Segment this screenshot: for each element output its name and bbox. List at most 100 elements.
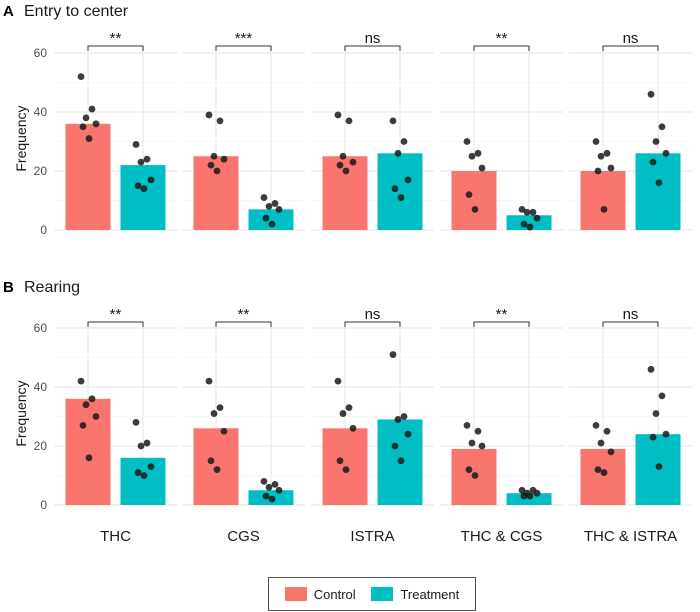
legend-label-control: Control: [313, 586, 356, 602]
y-tick-label-B-60: 60: [34, 321, 48, 335]
point-A-1-1-4: [262, 214, 270, 222]
sig-label-A-1: ***: [235, 30, 253, 47]
point-B-4-1-2: [652, 410, 660, 417]
point-A-4-1-4: [649, 158, 657, 166]
sig-label-B-4: ns: [623, 306, 639, 323]
legend: Control Treatment: [268, 577, 476, 611]
sig-label-A-4: ns: [623, 30, 639, 47]
point-B-0-1-1: [143, 439, 151, 447]
point-B-0-1-2: [137, 442, 145, 450]
point-A-4-1-1: [658, 123, 666, 131]
point-A-4-0-2: [597, 152, 605, 160]
category-label-1: CGS: [227, 528, 260, 545]
point-A-3-0-5: [471, 205, 479, 213]
point-B-1-0-1: [216, 404, 224, 412]
bar-A-3-0: [451, 171, 497, 230]
point-A-2-0-3: [349, 158, 357, 166]
bar-A-0-1: [120, 165, 166, 230]
point-B-1-0-2: [210, 410, 218, 417]
bar-A-4-0: [580, 171, 626, 230]
point-A-1-0-5: [213, 167, 221, 175]
point-B-4-1-0: [647, 365, 655, 373]
point-A-2-0-5: [342, 167, 350, 175]
point-A-4-1-5: [655, 179, 663, 187]
point-B-3-0-2: [468, 439, 476, 447]
point-A-1-0-2: [210, 152, 218, 160]
point-B-0-0-5: [85, 454, 93, 462]
point-A-3-0-2: [468, 152, 476, 160]
bar-A-4-1: [635, 153, 681, 230]
point-B-1-0-4: [207, 457, 215, 465]
point-B-2-0-5: [342, 466, 350, 473]
sig-bracket-B-3: [473, 321, 530, 327]
point-B-4-1-5: [655, 463, 663, 471]
point-B-4-0-1: [603, 427, 611, 435]
point-A-0-1-5: [140, 185, 148, 193]
point-A-3-1-2: [523, 208, 531, 216]
point-A-2-0-2: [339, 152, 347, 160]
category-label-4: THC & ISTRA: [584, 528, 677, 545]
point-B-2-0-4: [336, 457, 344, 465]
y-tick-label-B-20: 20: [34, 439, 48, 453]
point-A-1-0-1: [216, 117, 224, 125]
sig-bracket-B-4: [602, 321, 659, 327]
legend-swatch-treatment: [371, 587, 394, 601]
legend-item-control: Control: [284, 586, 356, 602]
y-tick-label-A-20: 20: [34, 164, 48, 178]
point-B-2-1-2: [394, 416, 402, 423]
point-A-3-0-4: [465, 191, 473, 199]
point-A-1-1-3: [275, 205, 283, 213]
y-tick-label-B-0: 0: [40, 498, 47, 512]
category-label-2: ISTRA: [350, 528, 394, 545]
panel-title-B: Rearing: [24, 279, 80, 296]
point-B-2-1-4: [391, 442, 399, 450]
y-tick-label-A-60: 60: [34, 46, 48, 60]
point-A-0-1-2: [137, 158, 145, 166]
point-A-3-0-0: [463, 138, 471, 145]
point-A-1-0-4: [207, 161, 215, 169]
point-A-0-1-1: [143, 155, 151, 163]
point-B-1-1-5: [268, 495, 276, 503]
point-B-0-1-0: [132, 419, 140, 426]
point-A-1-0-0: [205, 111, 213, 119]
point-B-2-1-3: [404, 430, 412, 438]
point-B-1-0-0: [205, 377, 213, 385]
point-A-1-1-5: [268, 220, 276, 228]
point-A-0-1-3: [147, 176, 155, 184]
point-B-2-0-0: [334, 377, 342, 385]
point-A-0-1-0: [132, 141, 140, 148]
point-A-2-0-4: [336, 161, 344, 169]
bar-B-0-1: [120, 457, 166, 505]
point-B-1-1-3: [275, 486, 283, 494]
legend-item-treatment: Treatment: [371, 587, 459, 602]
point-A-3-1-1: [529, 208, 537, 216]
point-A-2-0-1: [345, 117, 353, 125]
sig-bracket-A-3: [473, 45, 530, 51]
y-axis-label-B: Frequency: [13, 380, 29, 446]
point-A-2-0-0: [334, 111, 342, 119]
point-A-1-1-2: [265, 203, 273, 210]
point-B-1-0-5: [213, 466, 221, 473]
point-A-0-1-4: [134, 182, 142, 190]
point-A-1-0-3: [220, 155, 228, 163]
point-A-3-0-1: [474, 149, 482, 157]
bar-B-4-0: [580, 448, 626, 505]
sig-label-B-2: ns: [365, 306, 381, 323]
bar-A-2-1: [377, 153, 423, 230]
point-B-3-1-0: [518, 486, 526, 494]
point-A-0-0-2: [82, 114, 90, 122]
sig-label-A-2: ns: [365, 30, 381, 47]
sig-label-A-3: **: [496, 30, 508, 47]
point-B-4-0-2: [597, 439, 605, 447]
point-B-0-0-4: [79, 421, 87, 429]
category-label-0: THC: [100, 528, 131, 545]
point-B-4-1-4: [649, 433, 657, 441]
bar-A-1-0: [193, 156, 239, 230]
point-A-4-0-0: [592, 138, 600, 145]
point-B-1-0-3: [220, 427, 228, 435]
point-A-4-0-3: [607, 164, 615, 172]
point-A-0-0-0: [77, 73, 85, 80]
point-B-1-1-2: [265, 483, 273, 491]
point-A-2-1-4: [391, 185, 399, 193]
